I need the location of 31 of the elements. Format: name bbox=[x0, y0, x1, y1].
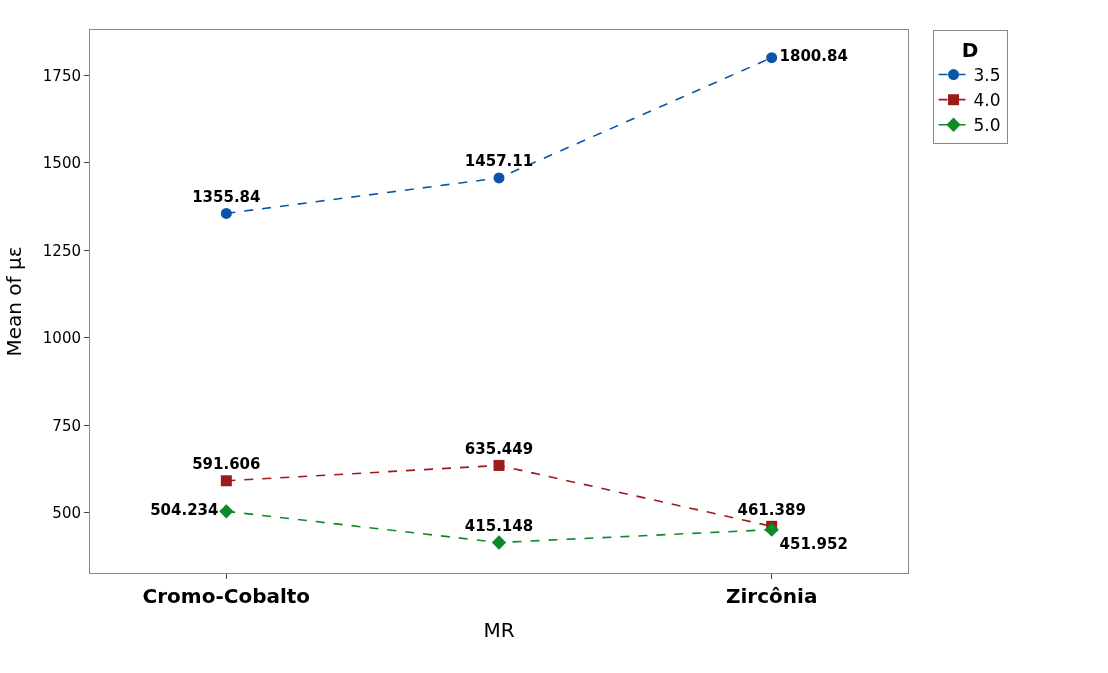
data-label: 415.148 bbox=[464, 516, 534, 535]
point bbox=[491, 535, 507, 550]
data-label: 451.952 bbox=[779, 534, 848, 553]
data-label: 504.234 bbox=[150, 501, 219, 520]
point bbox=[493, 172, 505, 184]
y-tick-label: 1000 bbox=[42, 329, 81, 348]
legend-label: 3.5 bbox=[973, 65, 1001, 86]
y-tick-label: 1250 bbox=[42, 241, 81, 260]
point bbox=[493, 459, 505, 471]
data-label: 1800.84 bbox=[779, 47, 848, 66]
x-tick-label: Zircônia bbox=[725, 584, 818, 608]
point bbox=[764, 522, 779, 537]
y-axis-title: Mean of με bbox=[2, 246, 27, 357]
data-label: 635.449 bbox=[464, 439, 534, 458]
data-label: 1355.84 bbox=[192, 187, 261, 206]
data-label: 461.389 bbox=[737, 500, 806, 519]
point bbox=[220, 207, 232, 219]
legend-label: 5.0 bbox=[973, 115, 1001, 136]
y-tick-label: 500 bbox=[52, 504, 81, 523]
y-tick-label: 1750 bbox=[42, 66, 81, 85]
y-tick-label: 750 bbox=[52, 416, 81, 435]
point bbox=[219, 504, 234, 519]
data-label: 1457.11 bbox=[464, 152, 534, 171]
x-tick-label: Cromo-Cobalto bbox=[142, 584, 311, 608]
point bbox=[220, 475, 232, 487]
point bbox=[766, 52, 778, 64]
x-axis-title: MR bbox=[483, 617, 515, 642]
y-tick-label: 1500 bbox=[42, 154, 81, 173]
legend-label: 4.0 bbox=[973, 90, 1001, 111]
legend-title: D bbox=[961, 38, 979, 62]
data-label: 591.606 bbox=[192, 455, 261, 474]
